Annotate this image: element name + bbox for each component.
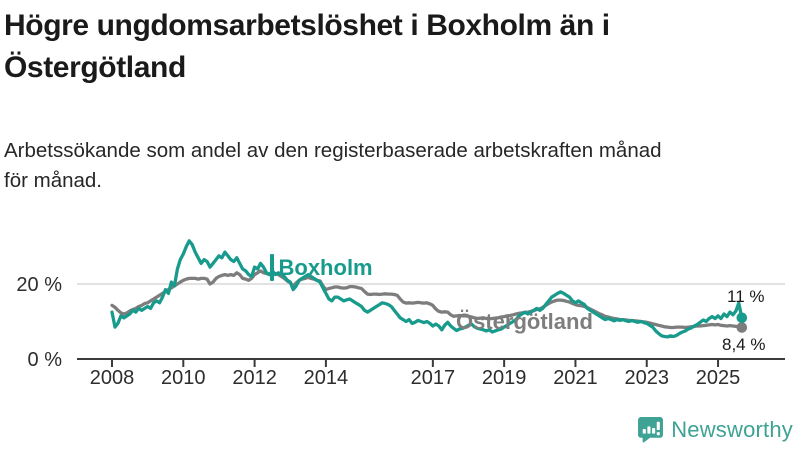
svg-text:2008: 2008 [90, 367, 135, 389]
chart-subtitle-line-1: Arbetssökande som andel av den registerb… [4, 139, 662, 162]
newsworthy-wordmark: Newsworthy [671, 416, 793, 442]
boxholm-leader-tick [270, 254, 274, 281]
newsworthy-logo[interactable]: Newsworthy [637, 416, 793, 443]
svg-text:2017: 2017 [411, 367, 456, 389]
page-title: Högre ungdomsarbetslöshet i Boxholm än i… [4, 5, 764, 89]
end-value-label-ostergotland: 8,4 % [722, 335, 766, 354]
page-title-line-2: Östergötland [4, 51, 186, 84]
svg-text:2025: 2025 [696, 367, 741, 389]
svg-text:2010: 2010 [161, 367, 206, 389]
svg-text:2014: 2014 [304, 367, 349, 389]
svg-text:2012: 2012 [232, 367, 277, 389]
page-title-line-1: Högre ungdomsarbetslöshet i Boxholm än i [4, 9, 610, 42]
svg-text:2021: 2021 [553, 367, 598, 389]
svg-text:2023: 2023 [625, 367, 670, 389]
series-label-boxholm: Boxholm [270, 254, 373, 281]
svg-text:0 %: 0 % [28, 349, 63, 371]
chart-subtitle: Arbetssökande som andel av den registerb… [4, 136, 784, 196]
svg-text:20 %: 20 % [16, 274, 62, 296]
bar-chart-speech-bubble-icon [638, 417, 664, 443]
svg-text:2019: 2019 [482, 367, 527, 389]
end-value-label-boxholm: 11 % [727, 287, 765, 306]
series-label-boxholm-text: Boxholm [278, 254, 373, 280]
chart-subtitle-line-2: för månad. [4, 169, 102, 192]
series-label-ostergotland: Östergötland [456, 309, 593, 334]
